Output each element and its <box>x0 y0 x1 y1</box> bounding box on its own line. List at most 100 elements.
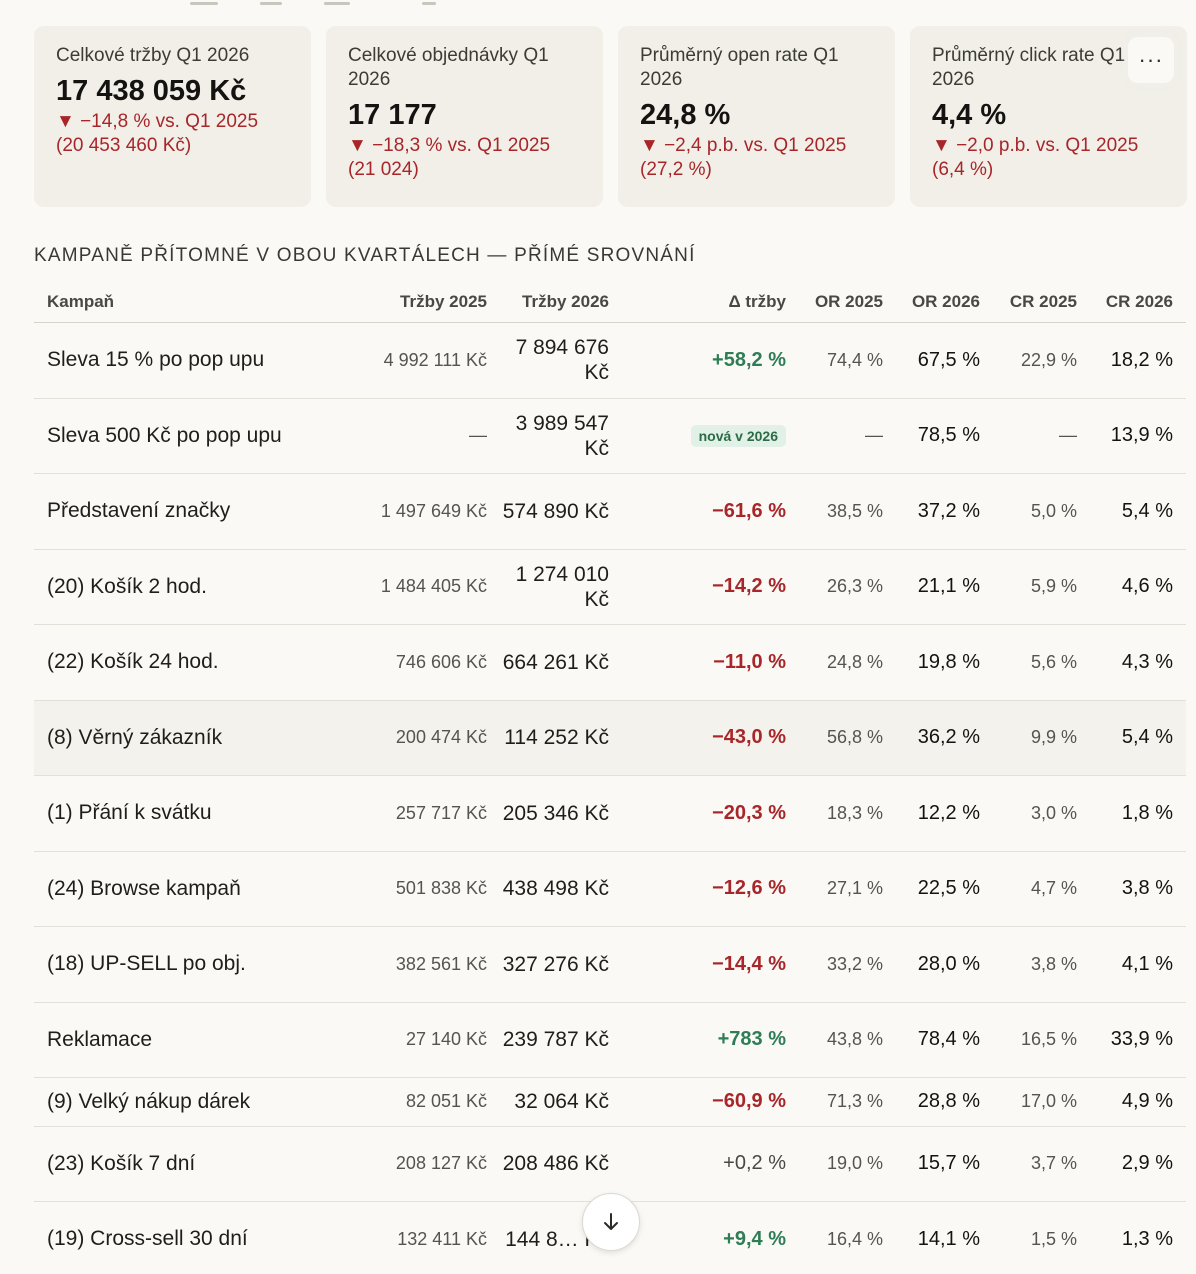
cell-cr-2025: — <box>993 398 1090 474</box>
cell-revenue-2026: 208 486 Kč <box>500 1126 622 1202</box>
table-row[interactable]: (24) Browse kampaň 501 838 Kč 438 498 Kč −1… <box>34 851 1186 927</box>
cell-or-2026: 78,4 % <box>896 1002 993 1078</box>
cell-revenue-2025: 4 992 111 Kč <box>354 322 500 399</box>
cell-cr-2026: 4,6 % <box>1090 549 1186 625</box>
cell-or-2026: 78,5 % <box>896 398 993 474</box>
cell-revenue-delta: −12,6 % <box>622 851 799 927</box>
cell-revenue-2026: 664 261 Kč <box>500 624 622 701</box>
table-row[interactable]: (8) Věrný zákazník 200 474 Kč 114 252 Kč −4… <box>34 700 1186 776</box>
column-header-revenue-2026[interactable]: Tržby 2026 <box>500 282 622 323</box>
cell-revenue-delta: −11,0 % <box>622 624 799 701</box>
cell-campaign-name: (22) Košík 24 hod. <box>34 624 354 701</box>
cell-cr-2026: 1,3 % <box>1090 1201 1186 1274</box>
more-options-button[interactable]: ··· <box>1128 37 1174 83</box>
cell-cr-2025: 17,0 % <box>993 1077 1090 1127</box>
cell-revenue-delta: +9,4 % <box>622 1201 799 1274</box>
cell-or-2025: 24,8 % <box>799 624 896 701</box>
cell-cr-2025: 1,5 % <box>993 1201 1090 1274</box>
kpi-card-orders: Celkové objednávky Q1 2026 17 177 ▼ −18,… <box>326 26 603 207</box>
arrow-down-icon <box>604 1213 618 1230</box>
column-header-or-2025[interactable]: OR 2025 <box>799 282 896 323</box>
cell-cr-2025: 22,9 % <box>993 322 1090 399</box>
cell-or-2026: 22,5 % <box>896 851 993 927</box>
cell-or-2025: 56,8 % <box>799 700 896 776</box>
cell-or-2025: 38,5 % <box>799 473 896 550</box>
column-header-cr-2025[interactable]: CR 2025 <box>993 282 1090 323</box>
column-header-or-2026[interactable]: OR 2026 <box>896 282 993 323</box>
table-row[interactable]: Reklamace 27 140 Kč 239 787 Kč +783 % 43,8 %… <box>34 1002 1186 1078</box>
cell-revenue-delta: −61,6 % <box>622 473 799 550</box>
cell-campaign-name: (8) Věrný zákazník <box>34 700 354 776</box>
cell-campaign-name: Reklamace <box>34 1002 354 1078</box>
cell-campaign-name: (24) Browse kampaň <box>34 851 354 927</box>
column-header-revenue-delta[interactable]: Δ tržby <box>622 282 799 323</box>
cell-cr-2026: 1,8 % <box>1090 775 1186 852</box>
cell-revenue-delta: −14,4 % <box>622 926 799 1003</box>
column-header-revenue-2025[interactable]: Tržby 2025 <box>354 282 500 323</box>
cell-revenue-2025: 1 497 649 Kč <box>354 473 500 550</box>
cell-campaign-name: (19) Cross-sell 30 dní <box>34 1201 354 1274</box>
kpi-value: 17 438 059 Kč <box>56 75 247 107</box>
table-header-row: Kampaň Tržby 2025 Tržby 2026 Δ tržby OR … <box>34 282 1186 323</box>
cell-revenue-2026: 327 276 Kč <box>500 926 622 1003</box>
table-row[interactable]: (20) Košík 2 hod. 1 484 405 Kč 1 274 010 K… <box>34 549 1186 625</box>
table-row[interactable]: (18) UP-SELL po obj. 382 561 Kč 327 276 Kč… <box>34 926 1186 1003</box>
column-header-campaign[interactable]: Kampaň <box>34 282 354 323</box>
cell-cr-2025: 9,9 % <box>993 700 1090 776</box>
cell-revenue-2025: 200 474 Kč <box>354 700 500 776</box>
kpi-value: 4,4 % <box>932 99 1007 131</box>
cell-cr-2025: 16,5 % <box>993 1002 1090 1078</box>
cell-or-2025: 33,2 % <box>799 926 896 1003</box>
more-horizontal-icon: ··· <box>1138 47 1164 72</box>
cell-cr-2026: 2,9 % <box>1090 1126 1186 1202</box>
kpi-label: Celkové tržby Q1 2026 <box>56 45 250 66</box>
cell-or-2026: 21,1 % <box>896 549 993 625</box>
cell-cr-2025: 5,9 % <box>993 549 1090 625</box>
campaign-comparison-table: Kampaň Tržby 2025 Tržby 2026 Δ tržby OR … <box>34 282 1186 1274</box>
table-row[interactable]: Sleva 500 Kč po pop upu —3 989 547 Kč nová… <box>34 398 1186 474</box>
table-row[interactable]: Představení značky 1 497 649 Kč 574 890 Kč… <box>34 473 1186 550</box>
table-row[interactable]: (23) Košík 7 dní 208 127 Kč 208 486 Kč +0,2… <box>34 1126 1186 1202</box>
cell-campaign-name: (9) Velký nákup dárek <box>34 1077 354 1127</box>
cell-or-2025: 71,3 % <box>799 1077 896 1127</box>
cell-campaign-name: (18) UP-SELL po obj. <box>34 926 354 1003</box>
cell-revenue-2025: 382 561 Kč <box>354 926 500 1003</box>
cell-cr-2025: 3,7 % <box>993 1126 1090 1202</box>
table-row[interactable]: (22) Košík 24 hod. 746 606 Kč 664 261 Kč −1… <box>34 624 1186 701</box>
cell-or-2026: 12,2 % <box>896 775 993 852</box>
cell-revenue-2025: 746 606 Kč <box>354 624 500 701</box>
cell-revenue-delta: −60,9 % <box>622 1077 799 1127</box>
cell-cr-2026: 5,4 % <box>1090 700 1186 776</box>
cell-or-2025: 16,4 % <box>799 1201 896 1274</box>
cell-revenue-2025: — <box>354 398 500 474</box>
cell-revenue-2025: 82 051 Kč <box>354 1077 500 1127</box>
new-campaign-badge: nová v 2026 <box>690 425 786 448</box>
column-header-cr-2026[interactable]: CR 2026 <box>1090 282 1186 323</box>
cell-campaign-name: Sleva 15 % po pop upu <box>34 322 354 399</box>
table-row[interactable]: (9) Velký nákup dárek 82 051 Kč 32 064 Kč −… <box>34 1077 1186 1127</box>
section-title: KAMPANĚ PŘÍTOMNÉ V OBOU KVARTÁLECH — PŘÍ… <box>34 245 696 266</box>
cell-campaign-name: (23) Košík 7 dní <box>34 1126 354 1202</box>
cell-or-2026: 37,2 % <box>896 473 993 550</box>
cell-or-2026: 67,5 % <box>896 322 993 399</box>
cell-or-2026: 28,0 % <box>896 926 993 1003</box>
clipped-header-remnant <box>190 0 450 6</box>
kpi-card-revenue: Celkové tržby Q1 2026 17 438 059 Kč ▼ −1… <box>34 26 311 207</box>
cell-revenue-delta: +58,2 % <box>622 322 799 399</box>
cell-or-2025: 27,1 % <box>799 851 896 927</box>
cell-campaign-name: Představení značky <box>34 473 354 550</box>
cell-revenue-delta: −14,2 % <box>622 549 799 625</box>
cell-or-2025: 43,8 % <box>799 1002 896 1078</box>
cell-campaign-name: (1) Přání k svátku <box>34 775 354 852</box>
kpi-value: 17 177 <box>348 99 437 131</box>
kpi-label: Průměrný open rate Q1 2026 <box>640 45 839 90</box>
cell-revenue-2026: 205 346 Kč <box>500 775 622 852</box>
cell-cr-2025: 3,8 % <box>993 926 1090 1003</box>
cell-cr-2025: 5,6 % <box>993 624 1090 701</box>
kpi-delta: ▼ −2,4 p.b. vs. Q1 2025 (27,2 %) <box>640 135 847 180</box>
cell-revenue-2026: 3 989 547 Kč <box>500 398 622 474</box>
kpi-cards: Celkové tržby Q1 2026 17 438 059 Kč ▼ −1… <box>34 26 1194 207</box>
table-row[interactable]: (1) Přání k svátku 257 717 Kč 205 346 Kč −2… <box>34 775 1186 852</box>
scroll-down-button[interactable] <box>582 1193 640 1251</box>
table-row[interactable]: Sleva 15 % po pop upu 4 992 111 Kč 7 894 6… <box>34 322 1186 399</box>
